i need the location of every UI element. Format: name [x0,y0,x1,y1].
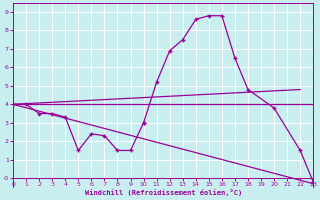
X-axis label: Windchill (Refroidissement éolien,°C): Windchill (Refroidissement éolien,°C) [84,189,242,196]
